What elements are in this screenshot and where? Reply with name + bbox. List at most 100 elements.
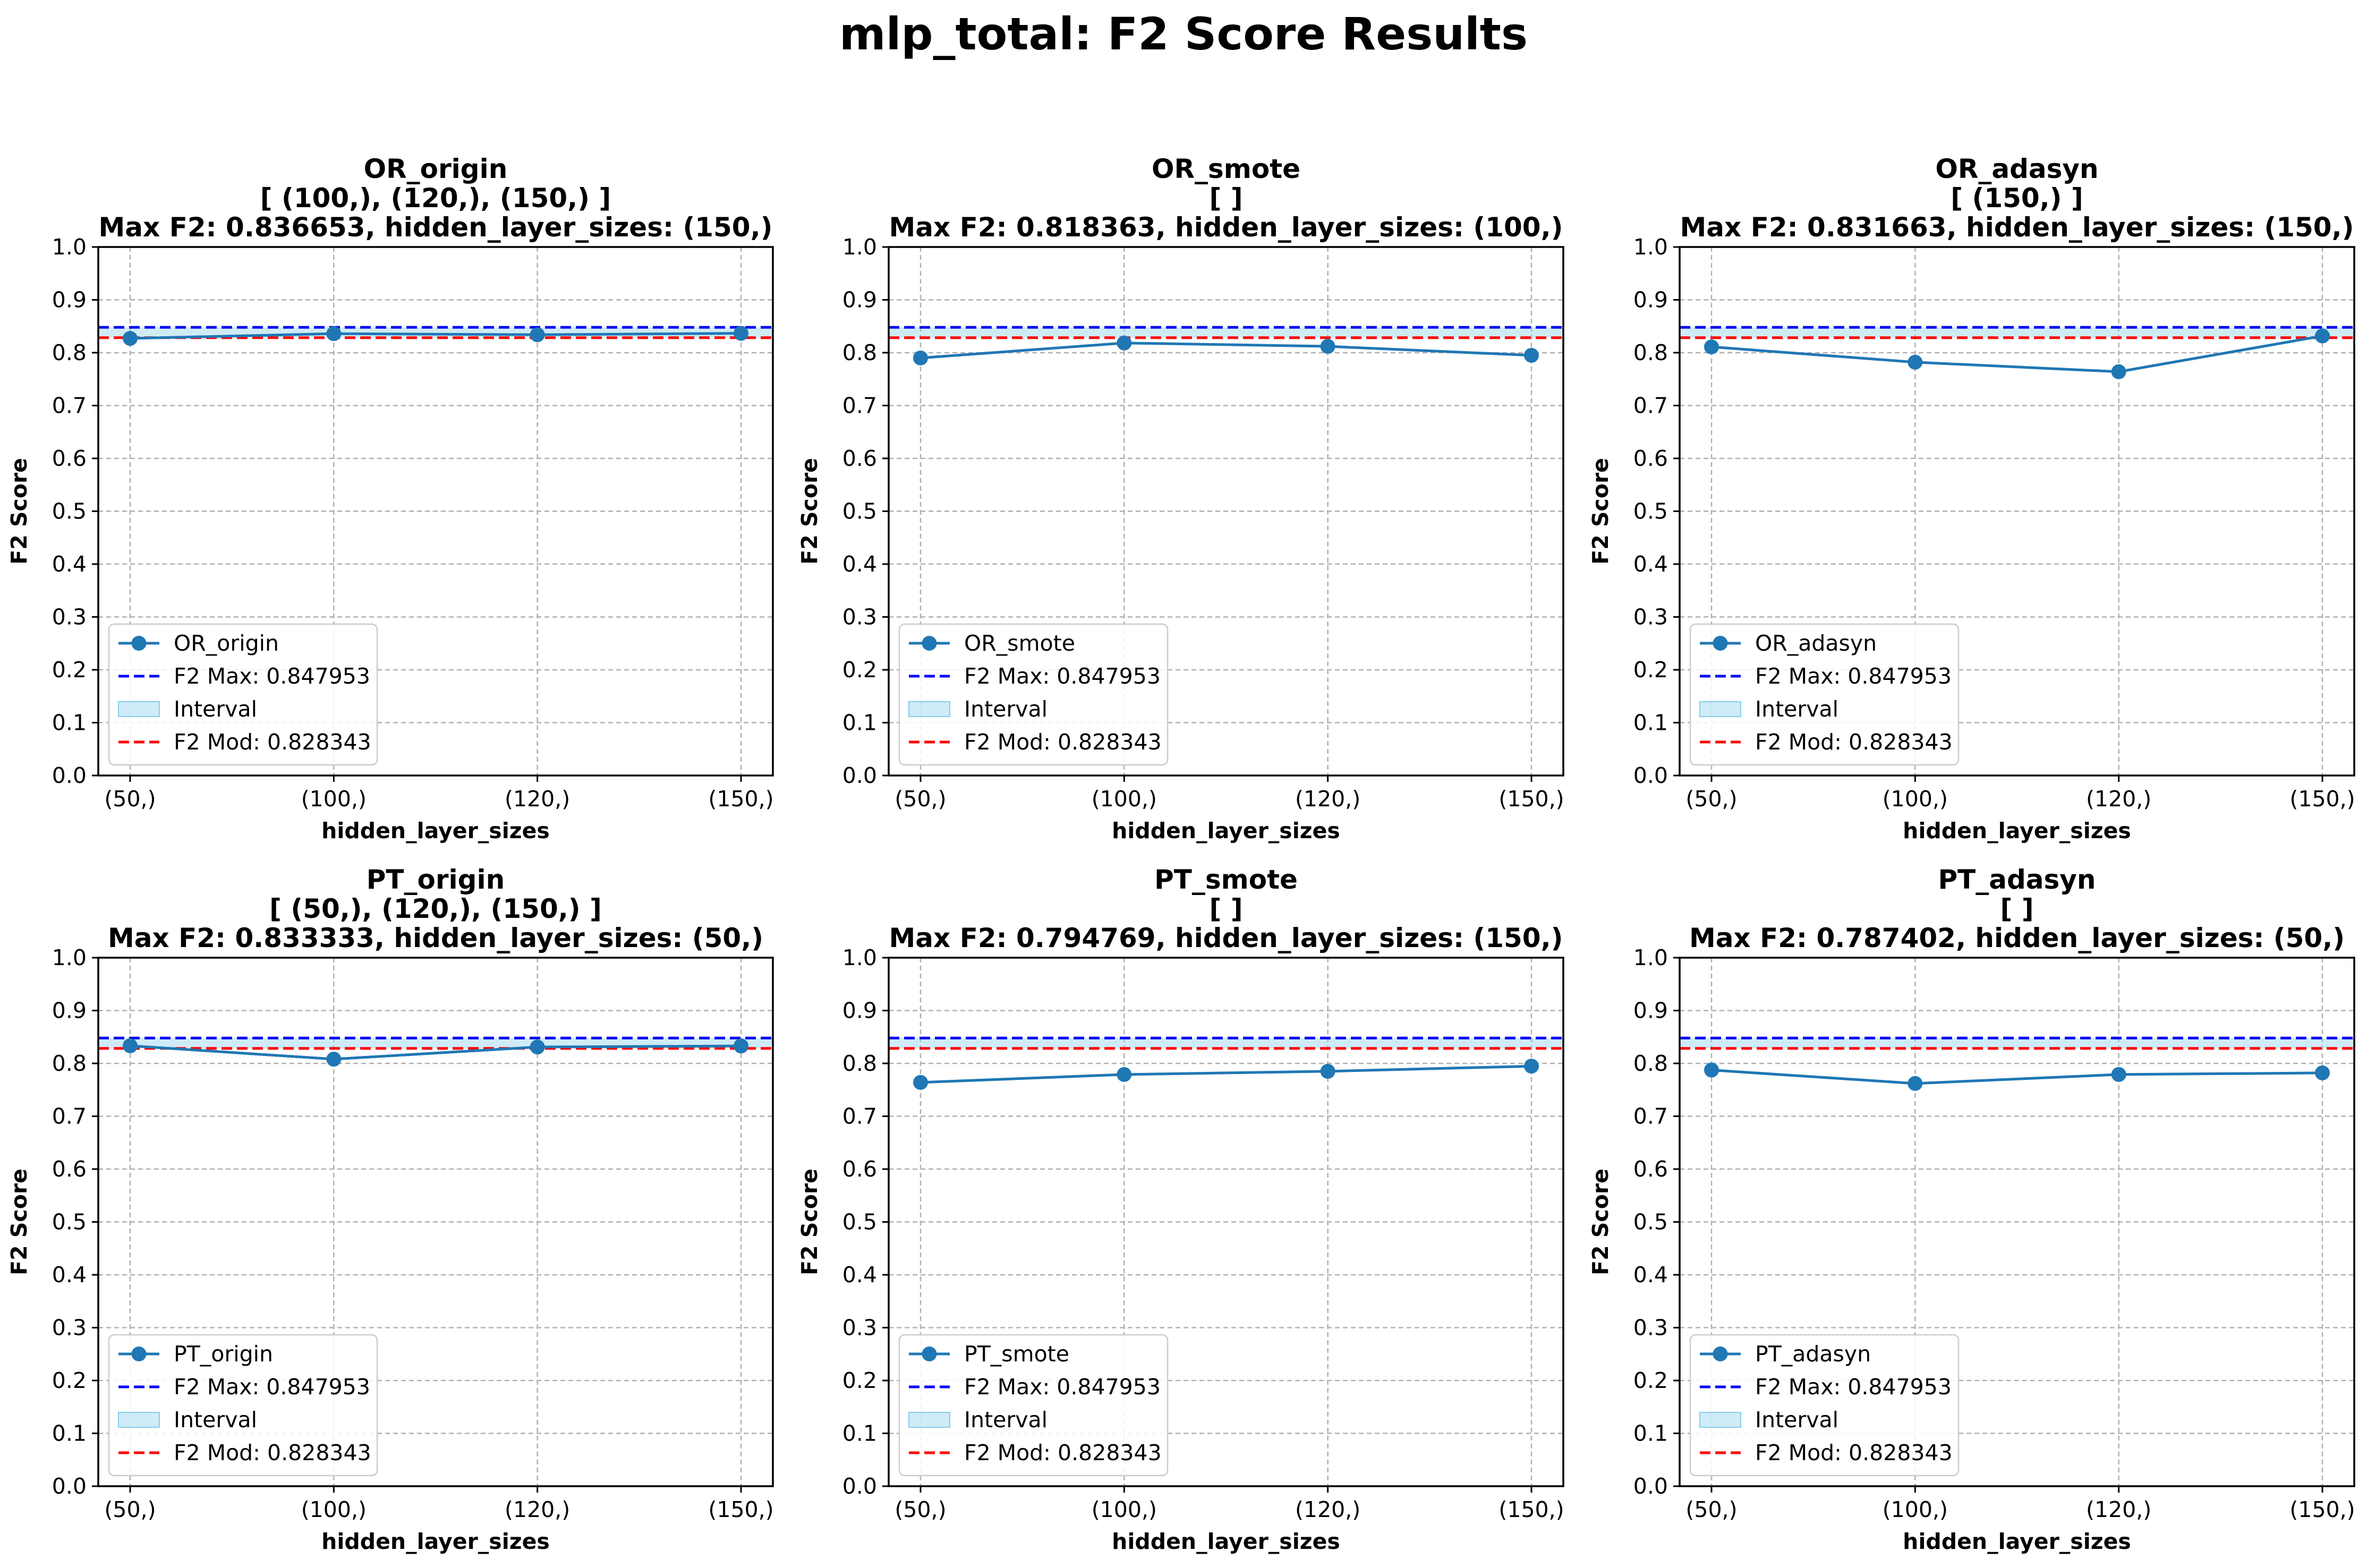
legend-interval-icon	[908, 1412, 950, 1428]
y-tick-label: 0.5	[1633, 1209, 1668, 1235]
y-tick-label: 0.0	[1633, 1473, 1668, 1499]
y-tick-label: 1.0	[52, 234, 87, 260]
legend-series-marker-icon	[1713, 636, 1728, 651]
data-point	[1524, 1059, 1539, 1074]
series-line	[130, 332, 742, 340]
y-tick-label: 0.4	[842, 551, 877, 577]
x-axis-label: hidden_layer_sizes	[321, 818, 550, 843]
y-tick-label: 0.0	[842, 763, 877, 788]
x-tick-label: (120,)	[505, 786, 570, 812]
legend-series-marker-icon	[1713, 1347, 1728, 1361]
y-axis-label: F2 Score	[797, 1169, 822, 1275]
x-tick-label: (120,)	[505, 1497, 570, 1522]
data-point	[1117, 1067, 1132, 1082]
legend-label: PT_origin	[174, 1341, 273, 1367]
data-point	[1320, 339, 1335, 354]
y-tick-label: 1.0	[52, 945, 87, 970]
x-tick-label: (120,)	[1295, 1497, 1360, 1522]
subplot-title-line-2: [ ]	[2000, 893, 2033, 924]
legend-label: F2 Mod: 0.828343	[1755, 729, 1953, 755]
x-tick-label: (100,)	[301, 786, 367, 812]
y-tick-label: 0.4	[1633, 551, 1668, 577]
y-axis-label: F2 Score	[1588, 458, 1613, 565]
subplot-title-line-2: [ ]	[1209, 893, 1242, 924]
subplot-3: OR_adasyn[ (150,) ]Max F2: 0.831663, hid…	[1588, 154, 2355, 843]
data-point	[2111, 364, 2126, 379]
data-point	[1117, 335, 1132, 351]
series-line	[1711, 335, 2323, 373]
legend-box	[1689, 1334, 1960, 1477]
y-tick-label: 0.6	[1633, 446, 1668, 471]
y-tick-label: 0.9	[1633, 998, 1668, 1024]
legend-label: Interval	[174, 1407, 257, 1433]
data-point	[734, 326, 748, 341]
y-tick-label: 0.2	[52, 657, 87, 683]
legend-interval-icon	[118, 1412, 160, 1428]
y-tick-label: 0.0	[842, 1473, 877, 1499]
data-point	[1524, 347, 1539, 363]
x-tick-label: (120,)	[2086, 786, 2151, 812]
x-tick-label: (50,)	[895, 1497, 946, 1522]
x-axis-label: hidden_layer_sizes	[1903, 818, 2131, 843]
data-point	[1320, 1063, 1335, 1079]
subplot-title-line-2: [ (50,), (120,), (150,) ]	[269, 893, 602, 924]
y-tick-label: 1.0	[1633, 945, 1668, 970]
subplot-title-line-3: Max F2: 0.818363, hidden_layer_sizes: (1…	[889, 212, 1563, 243]
y-tick-label: 1.0	[842, 945, 877, 970]
subplot-title-line-1: OR_origin	[364, 154, 508, 184]
data-point	[326, 326, 342, 342]
legend-box	[898, 623, 1169, 766]
y-tick-label: 0.9	[842, 998, 877, 1024]
legend-label: F2 Max: 0.847953	[174, 1374, 370, 1400]
figure-title: mlp_total: F2 Score Results	[839, 8, 1528, 60]
series-line	[1711, 1069, 2323, 1085]
legend: PT_adasyn F2 Max: 0.847953 Interval F2 Mod:…	[1689, 1334, 1960, 1477]
y-tick-label: 0.6	[52, 1156, 87, 1182]
legend-label: Interval	[964, 696, 1048, 722]
y-tick-label: 0.7	[52, 393, 87, 419]
data-point	[913, 350, 928, 365]
y-tick-label: 0.1	[1633, 710, 1668, 736]
x-tick-label: (150,)	[1498, 1497, 1564, 1522]
legend: PT_smote F2 Max: 0.847953 Interval F2 Mod: …	[898, 1334, 1169, 1477]
y-tick-label: 0.1	[842, 710, 877, 736]
y-tick-label: 0.2	[842, 657, 877, 683]
legend-box	[108, 1334, 378, 1477]
y-tick-label: 0.7	[52, 1104, 87, 1129]
subplot-title-line-3: Max F2: 0.794769, hidden_layer_sizes: (1…	[889, 923, 1563, 953]
subplot-title-line-1: PT_origin	[367, 864, 505, 895]
y-axis-label: F2 Score	[1588, 1169, 1613, 1275]
y-tick-label: 0.4	[1633, 1262, 1668, 1288]
data-point	[1908, 1076, 1923, 1091]
x-tick-label: (150,)	[708, 786, 773, 812]
subplot-title-line-1: OR_smote	[1152, 154, 1300, 184]
legend-interval-icon	[1699, 701, 1741, 717]
legend-box	[898, 1334, 1169, 1477]
legend-label: F2 Max: 0.847953	[964, 1374, 1161, 1400]
y-tick-label: 0.2	[842, 1368, 877, 1393]
legend-label: PT_smote	[964, 1341, 1069, 1367]
y-tick-label: 0.6	[52, 446, 87, 471]
y-tick-label: 0.8	[842, 1051, 877, 1076]
data-point	[2111, 1067, 2126, 1082]
y-tick-label: 0.5	[842, 499, 877, 524]
data-point	[530, 1039, 545, 1055]
y-tick-label: 0.0	[1633, 763, 1668, 788]
y-tick-label: 0.8	[842, 340, 877, 365]
data-point	[913, 1075, 928, 1090]
y-tick-label: 0.8	[1633, 1051, 1668, 1076]
legend-label: F2 Max: 0.847953	[1755, 663, 1952, 689]
legend-label: F2 Max: 0.847953	[964, 663, 1161, 689]
legend-label: F2 Max: 0.847953	[1755, 1374, 1952, 1400]
y-tick-label: 0.9	[1633, 287, 1668, 313]
y-tick-label: 0.6	[842, 446, 877, 471]
subplot-5: PT_smote [ ]Max F2: 0.794769, hidden_laye…	[797, 864, 1564, 1554]
x-tick-label: (50,)	[895, 786, 946, 812]
x-axis-label: hidden_layer_sizes	[1903, 1529, 2131, 1554]
y-tick-label: 0.3	[1633, 604, 1668, 630]
legend-label: Interval	[964, 1407, 1048, 1433]
subplot-title-line-1: PT_adasyn	[1938, 864, 2096, 895]
legend-label: OR_adasyn	[1755, 630, 1877, 656]
y-tick-label: 0.1	[52, 710, 87, 736]
legend-interval-icon	[1699, 1412, 1741, 1428]
